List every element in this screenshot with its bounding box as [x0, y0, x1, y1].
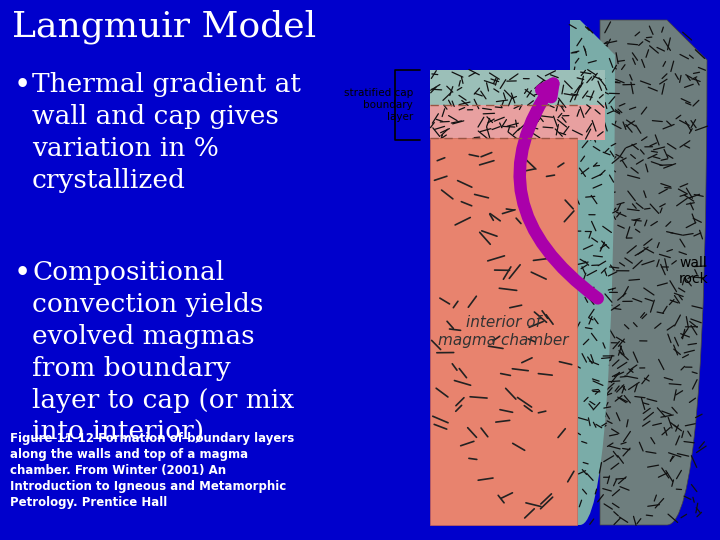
Text: Langmuir Model: Langmuir Model	[12, 10, 316, 44]
PathPatch shape	[570, 20, 615, 525]
Text: interior of
magma chamber: interior of magma chamber	[438, 315, 569, 348]
Text: Compositional
convection yields
evolved magmas
from boundary
layer to cap (or mi: Compositional convection yields evolved …	[32, 260, 294, 445]
Text: Figure 11-12 Formation of boundary layers
along the walls and top of a magma
cha: Figure 11-12 Formation of boundary layer…	[10, 432, 294, 509]
Text: •: •	[14, 72, 31, 100]
Bar	[0, 0, 720, 50]
Bar	[430, 70, 605, 105]
Text: stratified cap
boundary
layer: stratified cap boundary layer	[343, 89, 413, 122]
Bar	[430, 105, 605, 140]
Bar	[430, 138, 577, 525]
Text: •: •	[14, 260, 31, 288]
Text: wall
rock: wall rock	[678, 256, 708, 286]
Text: Thermal gradient at
wall and cap gives
variation in %
crystallized: Thermal gradient at wall and cap gives v…	[32, 72, 301, 193]
PathPatch shape	[600, 20, 707, 525]
